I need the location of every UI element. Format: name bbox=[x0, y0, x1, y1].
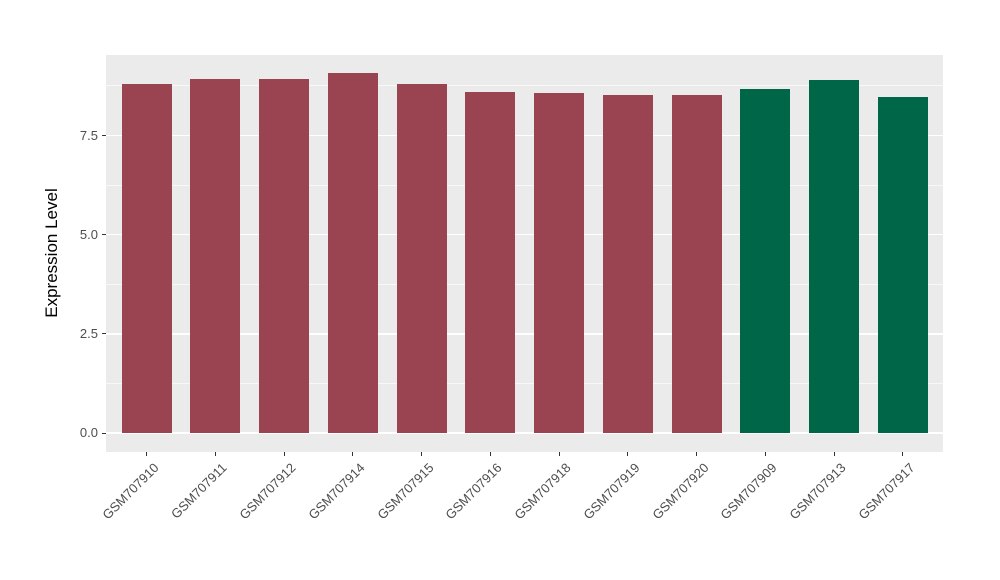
x-tick-mark bbox=[146, 452, 148, 456]
grid-major-line bbox=[106, 333, 943, 335]
bar-GSM707913 bbox=[809, 80, 860, 433]
bar-GSM707916 bbox=[465, 91, 516, 433]
bar-GSM707914 bbox=[327, 72, 378, 433]
x-tick-mark bbox=[489, 452, 491, 456]
bar-GSM707911 bbox=[190, 79, 241, 433]
x-tick-mark bbox=[833, 452, 835, 456]
y-tick-mark bbox=[102, 135, 106, 137]
y-tick-label: 2.5 bbox=[79, 325, 98, 341]
bar-GSM707918 bbox=[534, 93, 585, 433]
grid-minor-line bbox=[106, 184, 943, 186]
x-tick-mark bbox=[696, 452, 698, 456]
x-tick-mark bbox=[764, 452, 766, 456]
grid-major-line bbox=[106, 233, 943, 236]
bar-GSM707920 bbox=[671, 94, 722, 433]
grid-minor-line bbox=[106, 85, 943, 87]
grid-major-line bbox=[106, 134, 943, 137]
bar-GSM707917 bbox=[877, 97, 928, 433]
y-tick-mark bbox=[102, 234, 106, 236]
bar-GSM707915 bbox=[396, 84, 447, 433]
y-tick-label: 7.5 bbox=[79, 127, 98, 143]
y-tick-label: 5.0 bbox=[79, 226, 98, 242]
x-tick-mark bbox=[627, 452, 629, 456]
x-tick-mark bbox=[214, 452, 216, 456]
grid-minor-line bbox=[106, 283, 943, 285]
bar-GSM707910 bbox=[121, 83, 172, 433]
plot-panel bbox=[106, 55, 943, 452]
y-axis-title: Expression Level bbox=[42, 188, 61, 318]
bar-GSM707909 bbox=[740, 88, 791, 433]
grid-major-line bbox=[106, 432, 943, 434]
bar-GSM707919 bbox=[602, 94, 653, 433]
bar-GSM707912 bbox=[259, 79, 310, 433]
y-tick-label: 0.0 bbox=[79, 425, 98, 440]
x-tick-mark bbox=[283, 452, 285, 456]
grid-minor-line bbox=[106, 382, 943, 384]
y-tick-mark bbox=[102, 432, 106, 434]
y-tick-mark bbox=[102, 333, 106, 335]
x-tick-mark bbox=[902, 452, 904, 456]
x-tick-mark bbox=[421, 452, 423, 456]
x-tick-mark bbox=[558, 452, 560, 456]
x-tick-mark bbox=[352, 452, 354, 456]
